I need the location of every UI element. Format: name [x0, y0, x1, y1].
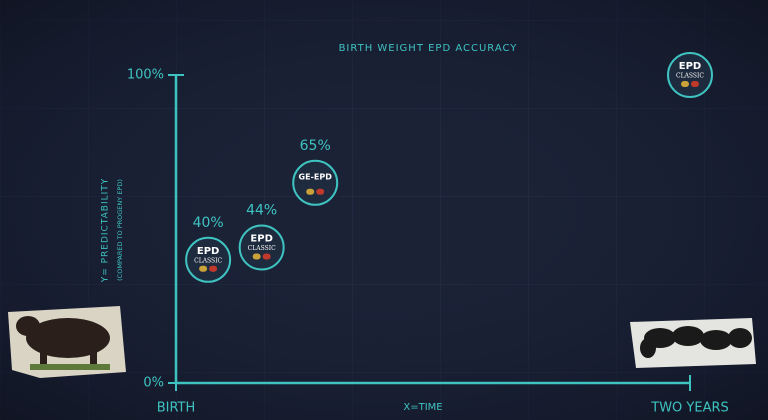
x-tick-label: BIRTH [157, 401, 196, 416]
y-axis-sublabel: (COMPARED TO PROGENY EPD) [116, 179, 124, 281]
point [292, 159, 339, 206]
badge-subtitle: CLASSIC [248, 245, 276, 252]
herd-image [630, 318, 756, 368]
badge-subtitle: CLASSIC [194, 257, 222, 264]
badge-icon [306, 188, 315, 195]
badge-icon [209, 265, 218, 272]
badge-icon [681, 81, 689, 87]
y-tick-label: 100% [127, 68, 164, 83]
badge-icon [262, 253, 271, 260]
badge-title: EPD [679, 61, 701, 72]
badge-title: GE-EPD [299, 172, 333, 181]
value-label: 44% [246, 202, 277, 218]
chart-title: BIRTH WEIGHT EPD ACCURACY [339, 43, 518, 54]
badge-title: EPD [250, 233, 272, 244]
value-label: 40% [193, 215, 224, 231]
bull-image [8, 306, 126, 378]
y-axis-label: Y= PREDICTABILITY [101, 178, 111, 284]
badge-icon [252, 253, 261, 260]
x-axis-label: X=TIME [403, 402, 442, 413]
badge-title: EPD [197, 246, 219, 257]
point [185, 236, 232, 283]
badge-icon [316, 188, 325, 195]
point [667, 52, 713, 98]
badge-icon [199, 265, 208, 272]
value-label: 65% [300, 138, 331, 154]
y-tick-label: 0% [143, 376, 164, 391]
badge-subtitle: CLASSIC [676, 73, 704, 80]
x-tick-label: TWO YEARS [650, 401, 729, 416]
badge-icon [691, 81, 699, 87]
point [238, 224, 285, 271]
